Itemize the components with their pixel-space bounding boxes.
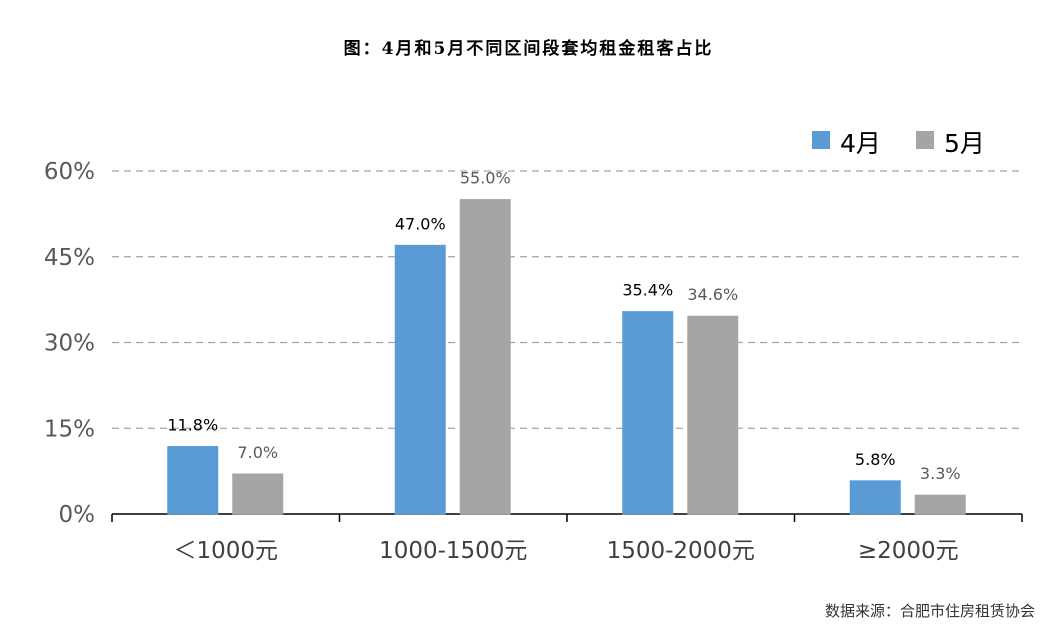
data-label: 47.0% xyxy=(395,214,446,233)
data-label: 3.3% xyxy=(920,464,961,483)
y-tick-label: 60% xyxy=(44,159,95,185)
bar-4月 xyxy=(849,480,901,515)
chart-title: 图：4月和5月不同区间段套均租金租客占比 xyxy=(343,39,714,59)
legend-swatch xyxy=(916,131,934,149)
data-label: 55.0% xyxy=(460,169,511,188)
bar-5月 xyxy=(459,199,511,515)
bar-4月 xyxy=(622,311,674,515)
bar-5月 xyxy=(687,315,739,515)
data-label: 7.0% xyxy=(237,443,278,462)
bar-4月 xyxy=(167,446,219,515)
data-label: 5.8% xyxy=(855,450,896,469)
y-tick-label: 30% xyxy=(44,331,95,357)
data-label: 35.4% xyxy=(622,281,673,300)
source-note: 数据来源：合肥市住房租赁协会 xyxy=(824,602,1035,620)
y-tick-label: 15% xyxy=(44,416,95,442)
bar-5月 xyxy=(914,494,966,515)
legend-label: 4月 xyxy=(840,129,881,158)
data-label: 34.6% xyxy=(687,285,738,304)
y-tick-label: 45% xyxy=(44,245,95,271)
legend-swatch xyxy=(812,131,830,149)
bar-5月 xyxy=(232,473,284,515)
bar-4月 xyxy=(394,244,446,515)
data-label: 11.8% xyxy=(167,416,218,435)
x-tick-label: ≥2000元 xyxy=(858,538,959,564)
x-tick-label: 1000-1500元 xyxy=(379,538,527,564)
x-tick-label: 1500-2000元 xyxy=(607,538,755,564)
legend-label: 5月 xyxy=(944,129,985,158)
x-tick-label: ＜1000元 xyxy=(173,538,278,564)
y-tick-label: 0% xyxy=(59,502,96,528)
